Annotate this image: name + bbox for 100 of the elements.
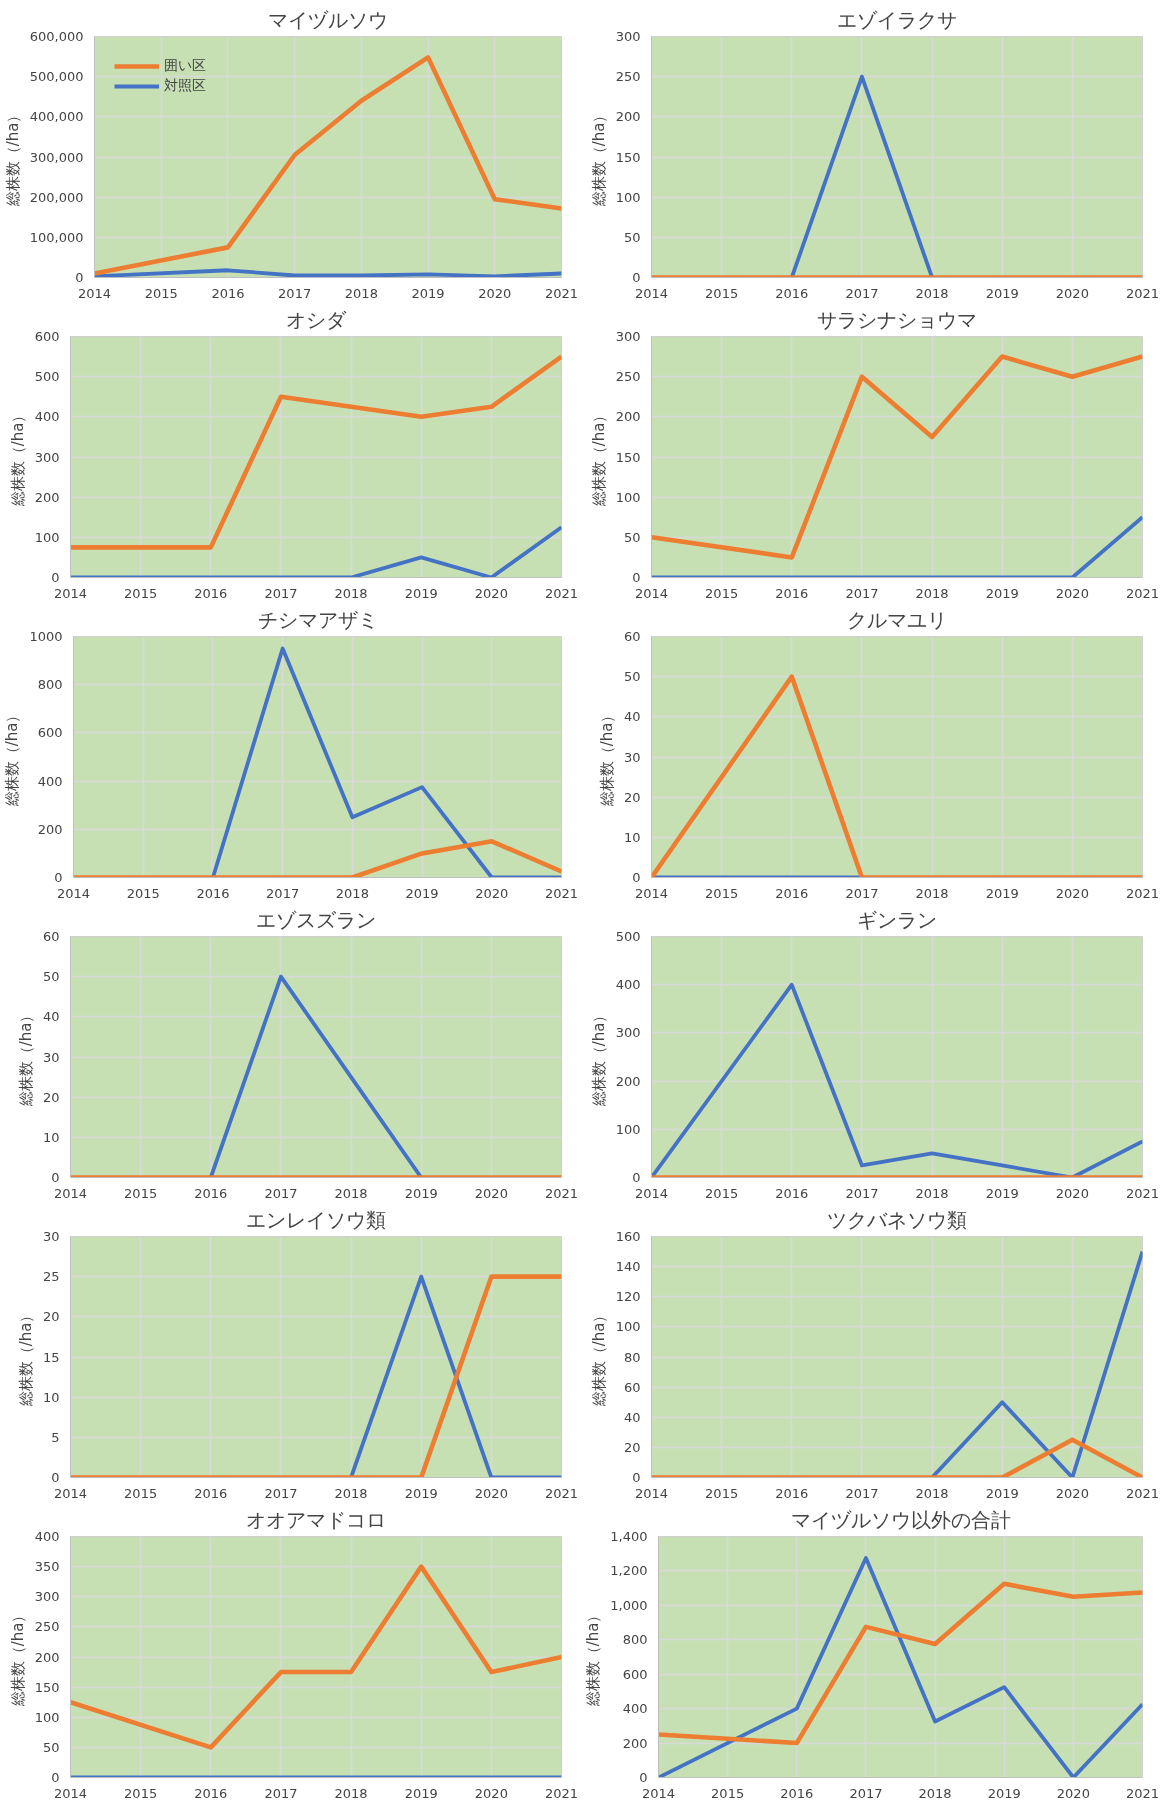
x-tick-label: 2014 — [634, 585, 669, 601]
y-tick-label: 160 — [615, 1229, 641, 1244]
x-tick-label: 2015 — [124, 1185, 158, 1201]
x-tick-label: 2021 — [1125, 1185, 1160, 1201]
legend-label: 対照区 — [164, 77, 206, 95]
x-tick-label: 2014 — [53, 1485, 88, 1501]
y-tick-label: 250 — [34, 1619, 60, 1635]
x-tick-label: 2018 — [344, 285, 378, 301]
x-tick-label: 2020 — [474, 1785, 508, 1801]
x-tick-label: 2015 — [126, 885, 160, 901]
x-tick-label: 2015 — [705, 1485, 739, 1501]
y-tick-label: 60 — [42, 929, 60, 944]
x-tick-label: 2016 — [194, 1785, 228, 1801]
x-tick-label: 2021 — [544, 885, 579, 901]
legend-label: 囲い区 — [164, 57, 206, 75]
y-axis-title: 総株数（/ha） — [589, 107, 608, 208]
x-tick-label: 2017 — [264, 1185, 298, 1201]
x-tick-label: 2020 — [1055, 585, 1089, 601]
x-tick-label: 2015 — [144, 285, 178, 301]
y-tick-label: 60 — [623, 629, 641, 644]
y-axis-title: 総株数（/ha） — [584, 1607, 603, 1708]
y-tick-label: 1,200 — [610, 1563, 648, 1579]
y-tick-label: 100 — [615, 1319, 641, 1335]
y-tick-label: 1,000 — [610, 1597, 648, 1613]
y-tick-label: 500 — [34, 369, 60, 385]
x-tick-label: 2020 — [474, 1185, 508, 1201]
x-tick-label: 2018 — [334, 1485, 368, 1501]
x-tick-label: 2015 — [124, 585, 158, 601]
x-tick-label: 2017 — [278, 285, 312, 301]
y-tick-label: 60 — [623, 1379, 641, 1395]
y-tick-label: 200 — [37, 821, 63, 837]
y-tick-label: 600,000 — [29, 29, 84, 44]
x-tick-label: 2020 — [1055, 1185, 1089, 1201]
y-axis-title: 総株数（/ha） — [8, 407, 27, 508]
y-tick-label: 50 — [42, 969, 60, 985]
y-tick-label: 100,000 — [29, 229, 84, 245]
x-tick-label: 2021 — [544, 1785, 579, 1801]
x-tick-label: 2015 — [705, 585, 739, 601]
x-tick-label: 2019 — [985, 1485, 1019, 1501]
y-tick-label: 600 — [34, 329, 60, 344]
y-tick-label: 1000 — [29, 629, 63, 644]
y-tick-label: 300 — [34, 449, 60, 465]
x-tick-label: 2014 — [56, 885, 91, 901]
x-tick-label: 2021 — [1125, 885, 1160, 901]
y-tick-label: 80 — [623, 1349, 641, 1365]
chart-title: オオアマドコロ — [246, 1507, 386, 1532]
x-tick-label: 2021 — [1125, 1785, 1160, 1801]
x-tick-label: 2021 — [1125, 285, 1160, 301]
x-tick-label: 2017 — [845, 1185, 879, 1201]
x-tick-label: 2018 — [334, 1785, 368, 1801]
y-tick-label: 0 — [632, 1170, 641, 1185]
x-tick-label: 2020 — [1056, 1785, 1090, 1801]
x-tick-label: 2014 — [77, 285, 112, 301]
chart-title: マイヅルソウ — [268, 7, 388, 32]
x-tick-label: 2016 — [775, 1485, 809, 1501]
x-tick-label: 2014 — [53, 1185, 88, 1201]
y-axis-title: 総株数（/ha） — [16, 1007, 35, 1108]
y-tick-label: 400,000 — [29, 109, 84, 125]
y-tick-label: 800 — [37, 677, 63, 693]
x-tick-label: 2015 — [705, 1185, 739, 1201]
x-tick-label: 2018 — [915, 1485, 949, 1501]
y-axis-title: 総株数（/ha） — [597, 707, 616, 808]
y-tick-label: 100 — [615, 189, 641, 205]
y-tick-label: 600 — [622, 1666, 648, 1682]
y-tick-label: 50 — [623, 529, 641, 545]
y-tick-label: 0 — [54, 870, 63, 885]
x-tick-label: 2021 — [1125, 1485, 1160, 1501]
x-tick-label: 2021 — [544, 1485, 579, 1501]
y-tick-label: 140 — [615, 1259, 641, 1275]
x-tick-label: 2019 — [404, 1785, 438, 1801]
x-tick-label: 2014 — [634, 285, 669, 301]
chart-title: エゾスズラン — [256, 907, 376, 932]
y-tick-label: 400 — [622, 1701, 648, 1717]
x-tick-label: 2018 — [915, 1185, 949, 1201]
chart-title: エンレイソウ類 — [246, 1207, 386, 1232]
y-tick-label: 20 — [42, 1089, 60, 1105]
x-tick-label: 2019 — [405, 885, 439, 901]
y-axis-title: 総株数（/ha） — [3, 707, 22, 808]
y-tick-label: 400 — [34, 1529, 60, 1544]
y-tick-label: 10 — [623, 829, 641, 845]
x-tick-label: 2018 — [915, 885, 949, 901]
y-tick-label: 800 — [622, 1632, 648, 1648]
y-tick-label: 200 — [34, 489, 60, 505]
y-tick-label: 0 — [632, 270, 641, 285]
x-tick-label: 2021 — [544, 285, 579, 301]
y-axis-title: 総株数（/ha） — [16, 1307, 35, 1408]
x-tick-label: 2019 — [987, 1785, 1021, 1801]
x-tick-label: 2016 — [775, 585, 809, 601]
x-tick-label: 2016 — [194, 1485, 228, 1501]
x-tick-label: 2015 — [124, 1785, 158, 1801]
x-tick-label: 2019 — [985, 885, 1019, 901]
y-tick-label: 10 — [42, 1389, 60, 1405]
y-tick-label: 400 — [615, 977, 641, 993]
x-tick-label: 2016 — [775, 285, 809, 301]
x-tick-label: 2016 — [194, 1185, 228, 1201]
x-tick-label: 2014 — [641, 1785, 676, 1801]
y-tick-label: 20 — [623, 789, 641, 805]
x-tick-label: 2019 — [985, 1185, 1019, 1201]
x-tick-label: 2014 — [53, 1785, 88, 1801]
x-tick-label: 2019 — [404, 1185, 438, 1201]
